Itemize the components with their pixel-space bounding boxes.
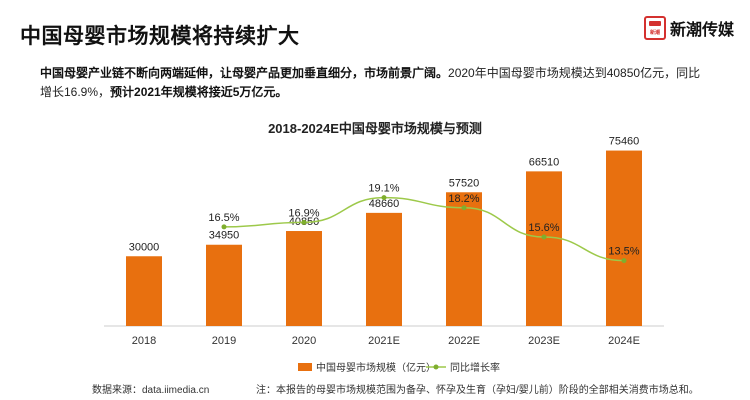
x-tick-label-2018: 2018	[132, 335, 156, 347]
summary-body: 2020年中国母婴市场规模达到40850亿元，同比增长16.9%，	[40, 66, 701, 99]
growth-point-2023E	[541, 234, 547, 240]
bar-2023E	[526, 171, 562, 326]
bar-2019	[206, 244, 242, 326]
legend-label-line: 同比增长率	[450, 361, 500, 374]
x-tick-label-2023E: 2023E	[528, 335, 560, 347]
growth-label-2024E: 13.5%	[608, 246, 639, 258]
bar-value-label-2019: 34950	[209, 230, 240, 242]
growth-label-2020: 16.9%	[288, 207, 319, 219]
x-tick-label-2019: 2019	[212, 335, 236, 347]
bar-value-label-2022E: 57520	[449, 177, 480, 189]
growth-point-2021E	[381, 195, 387, 201]
page-title: 中国母婴市场规模将持续扩大	[20, 25, 300, 48]
growth-label-2019: 16.5%	[208, 212, 239, 224]
legend-swatch-line-point	[433, 364, 439, 370]
summary-forecast: 预计2021年规模将接近5万亿元。	[110, 85, 288, 99]
x-tick-label-2021E: 2021E	[368, 335, 400, 347]
bar-2018	[126, 256, 162, 326]
bar-value-label-2021E: 48660	[369, 198, 400, 210]
bar-2022E	[446, 192, 482, 326]
logo-mark-text: 新潮	[649, 30, 660, 36]
summary-lead: 中国母婴产业链不断向两端延伸，让母婴产品更加垂直细分，市场前景广阔。	[40, 66, 449, 80]
bar-2024E	[606, 150, 642, 326]
growth-label-2023E: 15.6%	[528, 222, 559, 234]
growth-point-2024E	[621, 258, 627, 264]
bar-value-label-2018: 30000	[129, 241, 160, 253]
chart-title: 2018-2024E中国母婴市场规模与预测	[268, 121, 482, 136]
bar-2020	[286, 231, 322, 326]
growth-point-2022E	[461, 205, 467, 211]
growth-rate-line	[223, 196, 625, 262]
summary-paragraph: 中国母婴产业链不断向两端延伸，让母婴产品更加垂直细分，市场前景广阔。2020年中…	[40, 64, 710, 102]
bar-value-label-2023E: 66510	[529, 156, 560, 168]
x-tick-label-2020: 2020	[292, 335, 316, 347]
growth-point-2020	[301, 219, 307, 225]
legend-label-bar: 中国母婴市场规模（亿元）	[316, 361, 436, 374]
growth-label-2022E: 18.2%	[448, 193, 479, 205]
bar-value-label-2024E: 75460	[609, 136, 640, 148]
footer-note: 注：本报告的母婴市场规模范围为备孕、怀孕及生育（孕妇/婴儿前）阶段的全部相关消费…	[256, 385, 699, 396]
logo-text: 新潮传媒	[669, 22, 734, 39]
data-source: 数据来源：data.iimedia.cn	[92, 385, 210, 396]
growth-label-2021E: 19.1%	[368, 183, 399, 195]
growth-point-2019	[221, 224, 227, 230]
x-tick-label-2022E: 2022E	[448, 335, 480, 347]
logo-icon: 新潮	[643, 16, 666, 40]
legend-swatch-bar	[298, 363, 312, 371]
bar-2021E	[366, 212, 402, 326]
x-tick-label-2024E: 2024E	[608, 335, 640, 347]
brand-logo: 新潮 新潮传媒	[643, 16, 734, 40]
